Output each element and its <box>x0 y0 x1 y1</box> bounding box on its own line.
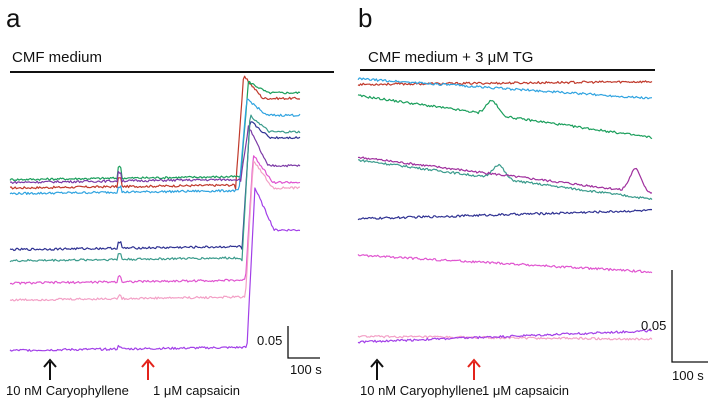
panel-a-trace-1 <box>9 75 301 190</box>
panel-a-capsaicin-label: 1 μM capsaicin <box>153 383 240 398</box>
panel-b-trace-4 <box>358 159 653 201</box>
panel-b-trace-8 <box>357 334 653 341</box>
panel-b-traces <box>357 77 653 344</box>
panel-a-scale-bar <box>287 326 320 359</box>
panel-b-letter: b <box>358 3 372 33</box>
panel-b-capsaicin-label: 1 μM capsaicin <box>482 383 569 398</box>
panel-a-scale-y-label: 0.05 <box>257 333 282 348</box>
panel-b-trace-5 <box>357 156 653 194</box>
panel-a-trace-2 <box>9 81 301 182</box>
panel-a-letter: a <box>6 3 21 33</box>
panel-b: b CMF medium + 3 μM TG 10 nM Caryophylle… <box>357 3 708 398</box>
panel-a-trace-6 <box>9 114 301 263</box>
panel-b-caryophyllene-label: 10 nM Caryophyllene <box>360 383 483 398</box>
panel-b-trace-7 <box>357 253 653 274</box>
panel-a-trace-4 <box>9 125 301 184</box>
red-arrow-icon <box>467 358 481 380</box>
panel-b-trace-2 <box>357 77 653 100</box>
black-arrow-icon <box>43 358 57 380</box>
panel-a-condition-label: CMF medium <box>12 49 102 66</box>
panel-a-trace-7 <box>9 155 301 285</box>
panel-a-trace-9 <box>9 187 301 352</box>
panel-b-trace-3 <box>357 94 653 140</box>
panel-b-scale-x-label: 100 s <box>672 368 704 383</box>
panel-a: a CMF medium 10 nM Caryophyllene 1 μM ca… <box>6 3 334 398</box>
panel-a-trace-5 <box>9 121 301 252</box>
panel-a-traces <box>9 75 301 352</box>
panel-b-scale-y-label: 0.05 <box>641 318 666 333</box>
panel-b-trace-9 <box>357 329 653 344</box>
panel-b-condition-label: CMF medium + 3 μM TG <box>368 49 533 66</box>
panel-b-scale-bar <box>671 270 708 363</box>
black-arrow-icon <box>370 358 384 380</box>
panel-b-trace-1 <box>357 80 653 87</box>
panel-a-scale-x-label: 100 s <box>290 362 322 377</box>
panel-a-trace-8 <box>9 160 301 302</box>
panel-a-trace-3 <box>9 98 301 196</box>
panel-a-caryophyllene-label: 10 nM Caryophyllene <box>6 383 129 398</box>
red-arrow-icon <box>141 358 155 380</box>
panel-b-trace-6 <box>357 208 653 221</box>
